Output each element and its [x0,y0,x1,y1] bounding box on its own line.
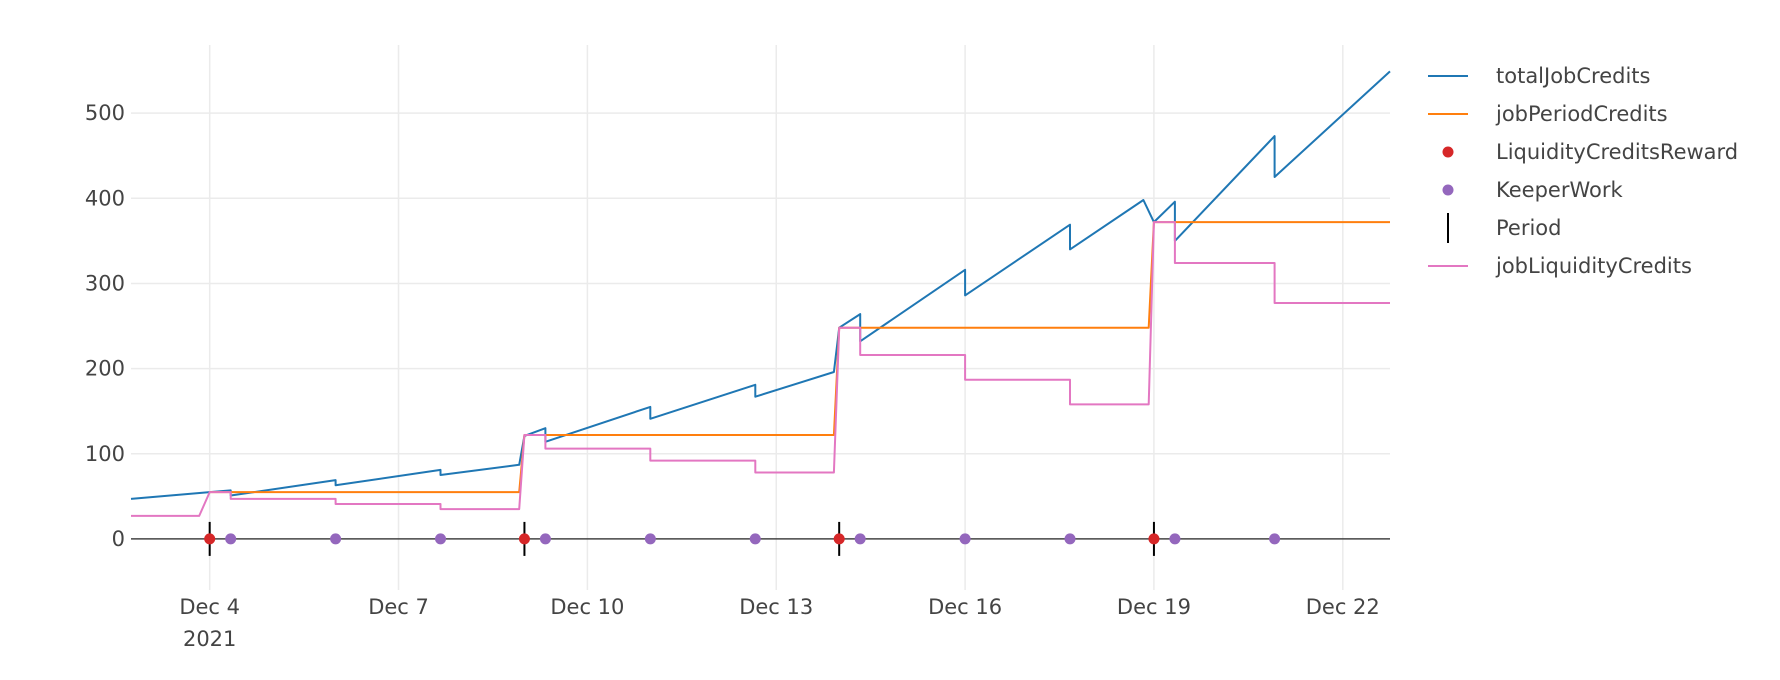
keeper-work-marker [959,533,971,545]
keeper-work-marker [1169,533,1181,545]
gridlines [131,45,1390,590]
liquidity-credits-reward-marker [1148,533,1160,545]
keeper-work-marker [225,533,237,545]
keeper-work-marker [330,533,342,545]
legend-item-period[interactable]: Period [1447,213,1561,243]
keeper-work-marker [854,533,866,545]
y-tick-label: 0 [112,527,125,551]
legend-label: jobLiquidityCredits [1495,254,1692,278]
legend-label: Period [1496,216,1561,240]
legend[interactable]: totalJobCredits jobPeriodCredits Liquidity… [1428,64,1738,278]
keeper-work-marker [435,533,447,545]
legend-item-keeper-work[interactable]: KeeperWork [1442,178,1624,202]
liquidity-credits-reward-marker [833,533,845,545]
keeper-work-marker [749,533,761,545]
legend-label: jobPeriodCredits [1495,102,1668,126]
y-axis-ticks: 0 100 200 300 400 500 [85,101,125,551]
x-axis-ticks: Dec 4 Dec 7 Dec 10 Dec 13 Dec 16 Dec 19 Dec 22 [179,595,1379,619]
keeper-work-marker [1269,533,1281,545]
y-tick-label: 300 [85,271,125,295]
liquidity-credits-reward-marker [204,533,216,545]
legend-item-liquidity-credits-reward[interactable]: LiquidityCreditsReward [1442,140,1739,164]
x-tick-label: Dec 13 [739,595,813,619]
legend-item-job-period-credits[interactable]: jobPeriodCredits [1428,102,1668,126]
y-tick-label: 400 [85,186,125,210]
keeper-work-marker [539,533,551,545]
x-tick-label: Dec 7 [368,595,429,619]
y-tick-label: 200 [85,357,125,381]
keeper-work-marker [1064,533,1076,545]
legend-label: LiquidityCreditsReward [1496,140,1738,164]
x-axis-year-label: 2021 [183,627,236,651]
x-tick-label: Dec 22 [1306,595,1380,619]
plot-area [130,70,1391,556]
legend-swatch [1442,146,1454,158]
x-tick-label: Dec 16 [928,595,1002,619]
legend-swatch [1442,184,1454,196]
legend-item-job-liquidity-credits[interactable]: jobLiquidityCredits [1428,254,1692,278]
x-tick-label: Dec 19 [1117,595,1191,619]
x-tick-label: Dec 10 [550,595,624,619]
job-liquidity-credits-line [131,221,1390,517]
y-tick-label: 500 [85,101,125,125]
legend-label: totalJobCredits [1496,64,1651,88]
keeper-work-marker [644,533,656,545]
y-tick-label: 100 [85,442,125,466]
legend-item-total-job-credits[interactable]: totalJobCredits [1428,64,1651,88]
legend-label: KeeperWork [1496,178,1623,202]
liquidity-credits-reward-marker [518,533,530,545]
x-tick-label: Dec 4 [179,595,240,619]
